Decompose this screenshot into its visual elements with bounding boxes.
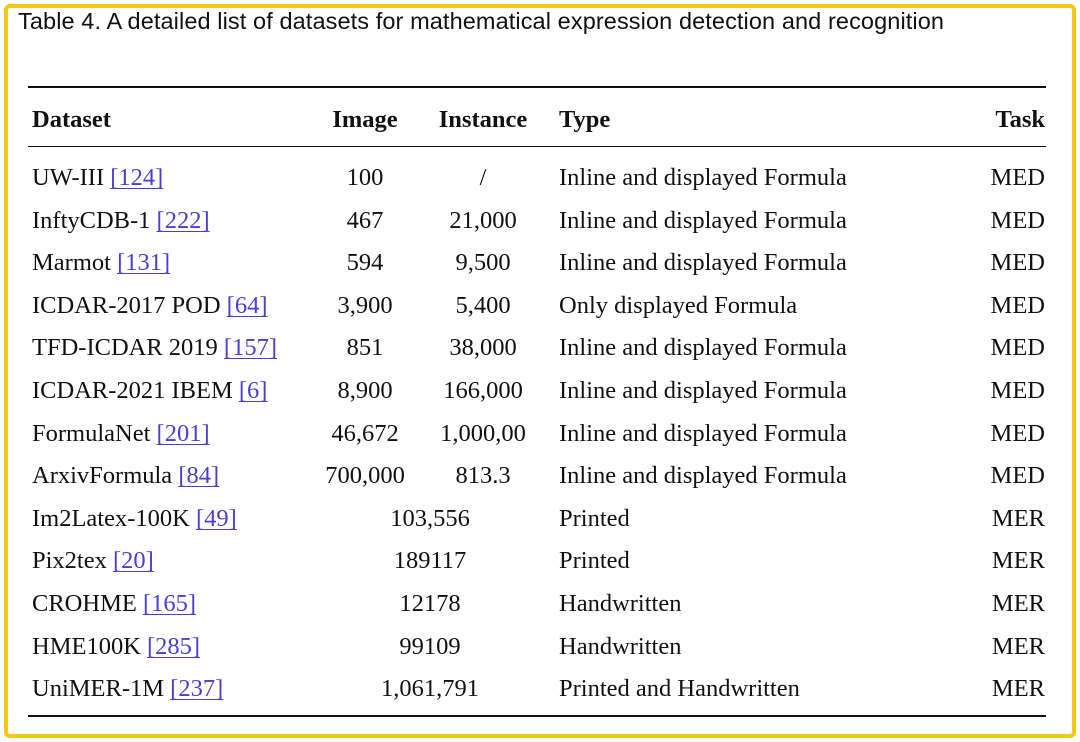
header-image: Image — [332, 106, 398, 133]
dataset-name: InftyCDB-1 — [32, 207, 157, 234]
citation-link[interactable]: [285] — [147, 633, 201, 660]
instance-count-cell: 21,000 — [449, 207, 517, 234]
image-count-cell: 594 — [346, 249, 384, 276]
image-instance-merged-cell: 99109 — [399, 633, 461, 660]
dataset-name-cell: TFD-ICDAR 2019 [157] — [32, 334, 277, 361]
instance-count-cell: 9,500 — [455, 249, 511, 276]
image-instance-merged-cell: 189117 — [393, 547, 467, 574]
type-cell: Printed — [559, 505, 630, 532]
citation-link[interactable]: [6] — [238, 377, 268, 404]
task-cell: MED — [990, 249, 1045, 276]
task-cell: MER — [991, 675, 1045, 702]
dataset-name-cell: ICDAR-2021 IBEM [6] — [32, 377, 268, 404]
task-cell: MED — [990, 164, 1045, 191]
task-cell: MED — [990, 420, 1045, 447]
citation-link[interactable]: [222] — [156, 207, 210, 234]
dataset-name-cell: Pix2tex [20] — [32, 547, 154, 574]
task-cell: MED — [990, 462, 1045, 489]
bottom-rule — [28, 715, 1046, 717]
task-cell: MER — [991, 547, 1045, 574]
header-type: Type — [559, 106, 611, 133]
header-dataset: Dataset — [32, 106, 111, 133]
type-cell: Printed and Handwritten — [559, 675, 800, 702]
task-cell: MER — [991, 633, 1045, 660]
image-instance-merged-cell: 1,061,791 — [381, 675, 479, 702]
citation-link[interactable]: [84] — [178, 462, 220, 489]
header-task: Task — [995, 106, 1045, 133]
citation-link[interactable]: [20] — [113, 547, 154, 574]
dataset-name-cell: UW-III [124] — [32, 164, 164, 191]
type-cell: Handwritten — [559, 590, 682, 617]
image-count-cell: 3,900 — [337, 292, 393, 319]
dataset-name: UW-III — [32, 164, 111, 191]
dataset-name: ICDAR-2021 IBEM — [32, 377, 239, 404]
dataset-name: HME100K — [32, 633, 148, 660]
dataset-name: ArxivFormula — [32, 462, 179, 489]
citation-link[interactable]: [49] — [195, 505, 237, 532]
image-count-cell: 851 — [346, 334, 384, 361]
dataset-name-cell: UniMER-1M [237] — [32, 675, 224, 702]
type-cell: Inline and displayed Formula — [559, 420, 847, 447]
type-cell: Inline and displayed Formula — [559, 377, 847, 404]
dataset-name: TFD-ICDAR 2019 — [32, 334, 224, 361]
dataset-name: Pix2tex — [32, 547, 113, 574]
type-cell: Inline and displayed Formula — [559, 164, 847, 191]
dataset-name-cell: ArxivFormula [84] — [32, 462, 220, 489]
instance-count-cell: / — [479, 164, 487, 191]
instance-count-cell: 166,000 — [443, 377, 523, 404]
dataset-name-cell: Marmot [131] — [32, 249, 171, 276]
dataset-name-cell: CROHME [165] — [32, 590, 197, 617]
type-cell: Inline and displayed Formula — [559, 462, 847, 489]
task-cell: MED — [990, 207, 1045, 234]
dataset-name: Marmot — [32, 249, 118, 276]
image-count-cell: 100 — [346, 164, 384, 191]
dataset-name-cell: Im2Latex-100K [49] — [32, 505, 237, 532]
dataset-name-cell: ICDAR-2017 POD [64] — [32, 292, 268, 319]
dataset-name: UniMER-1M — [32, 675, 171, 702]
dataset-name-cell: InftyCDB-1 [222] — [32, 207, 210, 234]
citation-link[interactable]: [165] — [142, 590, 197, 617]
citation-link[interactable]: [157] — [223, 334, 277, 361]
instance-count-cell: 38,000 — [449, 334, 517, 361]
task-cell: MED — [990, 292, 1045, 319]
image-count-cell: 46,672 — [331, 420, 399, 447]
instance-count-cell: 813.3 — [455, 462, 511, 489]
image-instance-merged-cell: 103,556 — [390, 505, 470, 532]
type-cell: Inline and displayed Formula — [559, 334, 847, 361]
task-cell: MER — [991, 590, 1045, 617]
type-cell: Handwritten — [559, 633, 682, 660]
dataset-name-cell: FormulaNet [201] — [32, 420, 210, 447]
citation-link[interactable]: [64] — [226, 292, 268, 319]
image-count-cell: 8,900 — [337, 377, 393, 404]
image-count-cell: 467 — [346, 207, 384, 234]
citation-link[interactable]: [131] — [117, 249, 171, 276]
task-cell: MER — [991, 505, 1045, 532]
task-cell: MED — [990, 377, 1045, 404]
table-frame — [4, 4, 1076, 738]
type-cell: Printed — [559, 547, 630, 574]
type-cell: Inline and displayed Formula — [559, 207, 847, 234]
dataset-name: ICDAR-2017 POD — [32, 292, 227, 319]
instance-count-cell: 1,000,00 — [440, 420, 526, 447]
dataset-name: FormulaNet — [32, 420, 157, 447]
instance-count-cell: 5,400 — [455, 292, 511, 319]
top-rule — [28, 86, 1046, 88]
type-cell: Inline and displayed Formula — [559, 249, 847, 276]
table-caption: Table 4. A detailed list of datasets for… — [18, 8, 945, 34]
citation-link[interactable]: [237] — [170, 675, 224, 702]
header-rule — [28, 146, 1046, 148]
citation-link[interactable]: [124] — [110, 164, 164, 191]
image-count-cell: 700,000 — [325, 462, 405, 489]
task-cell: MED — [990, 334, 1045, 361]
dataset-name: Im2Latex-100K — [32, 505, 196, 532]
dataset-name-cell: HME100K [285] — [32, 633, 201, 660]
header-instance: Instance — [438, 106, 528, 133]
type-cell: Only displayed Formula — [559, 292, 798, 319]
citation-link[interactable]: [201] — [156, 420, 210, 447]
image-instance-merged-cell: 12178 — [399, 590, 461, 617]
dataset-name: CROHME — [32, 590, 143, 617]
